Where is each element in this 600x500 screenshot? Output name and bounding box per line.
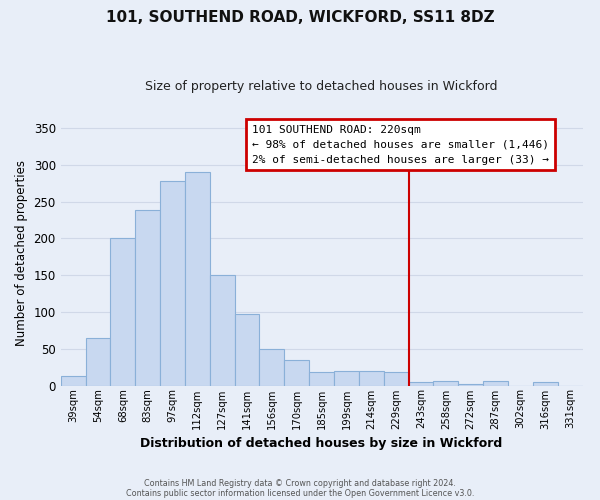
Title: Size of property relative to detached houses in Wickford: Size of property relative to detached ho… [145, 80, 498, 93]
Bar [185, 172, 210, 386]
Bar [433, 381, 458, 386]
Bar [384, 372, 409, 386]
Bar [61, 376, 86, 386]
Text: 101 SOUTHEND ROAD: 220sqm
← 98% of detached houses are smaller (1,446)
2% of sem: 101 SOUTHEND ROAD: 220sqm ← 98% of detac… [252, 125, 549, 164]
Bar [359, 371, 384, 386]
Text: Contains HM Land Registry data © Crown copyright and database right 2024.: Contains HM Land Registry data © Crown c… [144, 478, 456, 488]
Bar [235, 314, 259, 386]
Bar [483, 381, 508, 386]
Bar [309, 372, 334, 386]
Bar [86, 338, 110, 386]
Bar [160, 181, 185, 386]
X-axis label: Distribution of detached houses by size in Wickford: Distribution of detached houses by size … [140, 437, 503, 450]
Y-axis label: Number of detached properties: Number of detached properties [15, 160, 28, 346]
Bar [259, 350, 284, 386]
Text: Contains public sector information licensed under the Open Government Licence v3: Contains public sector information licen… [126, 488, 474, 498]
Bar [135, 210, 160, 386]
Bar [334, 371, 359, 386]
Bar [210, 275, 235, 386]
Text: 101, SOUTHEND ROAD, WICKFORD, SS11 8DZ: 101, SOUTHEND ROAD, WICKFORD, SS11 8DZ [106, 10, 494, 25]
Bar [284, 360, 309, 386]
Bar [533, 382, 557, 386]
Bar [110, 238, 135, 386]
Bar [458, 384, 483, 386]
Bar [409, 382, 433, 386]
